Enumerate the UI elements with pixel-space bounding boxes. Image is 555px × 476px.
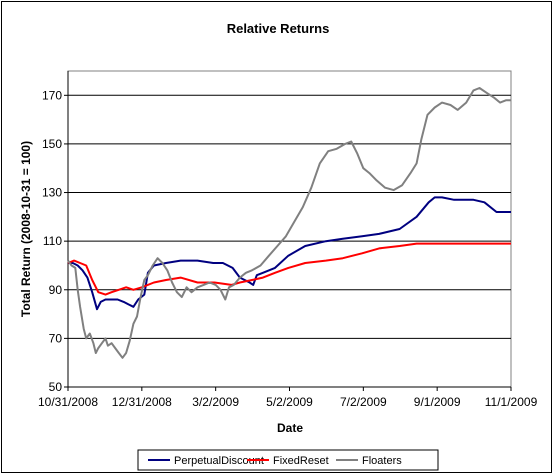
- y-tick-label: 110: [43, 234, 62, 248]
- series-line-fixedreset: [67, 242, 511, 296]
- legend-label: PerpetualDiscount: [174, 455, 264, 467]
- legend-label: Floaters: [362, 455, 402, 467]
- x-tick-label: 12/31/2008: [112, 395, 172, 409]
- series-line-floaters: [67, 87, 511, 359]
- y-tick-label: 70: [49, 331, 63, 345]
- x-axis-title: Date: [277, 421, 303, 435]
- y-tick-label: 90: [49, 283, 63, 297]
- x-tick-label: 10/31/2008: [38, 395, 98, 409]
- y-axis-ticks: 50 70 90 110 130 150 170: [42, 71, 69, 394]
- x-axis-ticks: 10/31/2008 12/31/2008 3/2/2009 5/2/2009 7/2/…: [38, 386, 538, 409]
- y-tick-label: 130: [42, 186, 62, 200]
- x-tick-label: 7/2/2009: [340, 395, 387, 409]
- legend: PerpetualDiscount FixedReset Floaters: [137, 449, 439, 471]
- series-line-perpetualdiscount: [68, 196, 511, 311]
- legend-label: FixedReset: [273, 455, 329, 467]
- x-tick-label: 5/2/2009: [266, 395, 313, 409]
- y-tick-label: 50: [49, 380, 63, 394]
- y-tick-label: 170: [42, 88, 62, 102]
- x-tick-label: 3/2/2009: [192, 395, 239, 409]
- y-tick-label: 150: [42, 137, 62, 151]
- y-axis-title: Total Return (2008-10-31 = 100): [19, 141, 33, 317]
- chart-title: Relative Returns: [227, 21, 330, 36]
- series-lines: [67, 87, 511, 359]
- legend-box: [137, 449, 439, 471]
- x-tick-label: 11/1/2009: [485, 395, 538, 409]
- x-tick-label: 9/1/2009: [414, 395, 461, 409]
